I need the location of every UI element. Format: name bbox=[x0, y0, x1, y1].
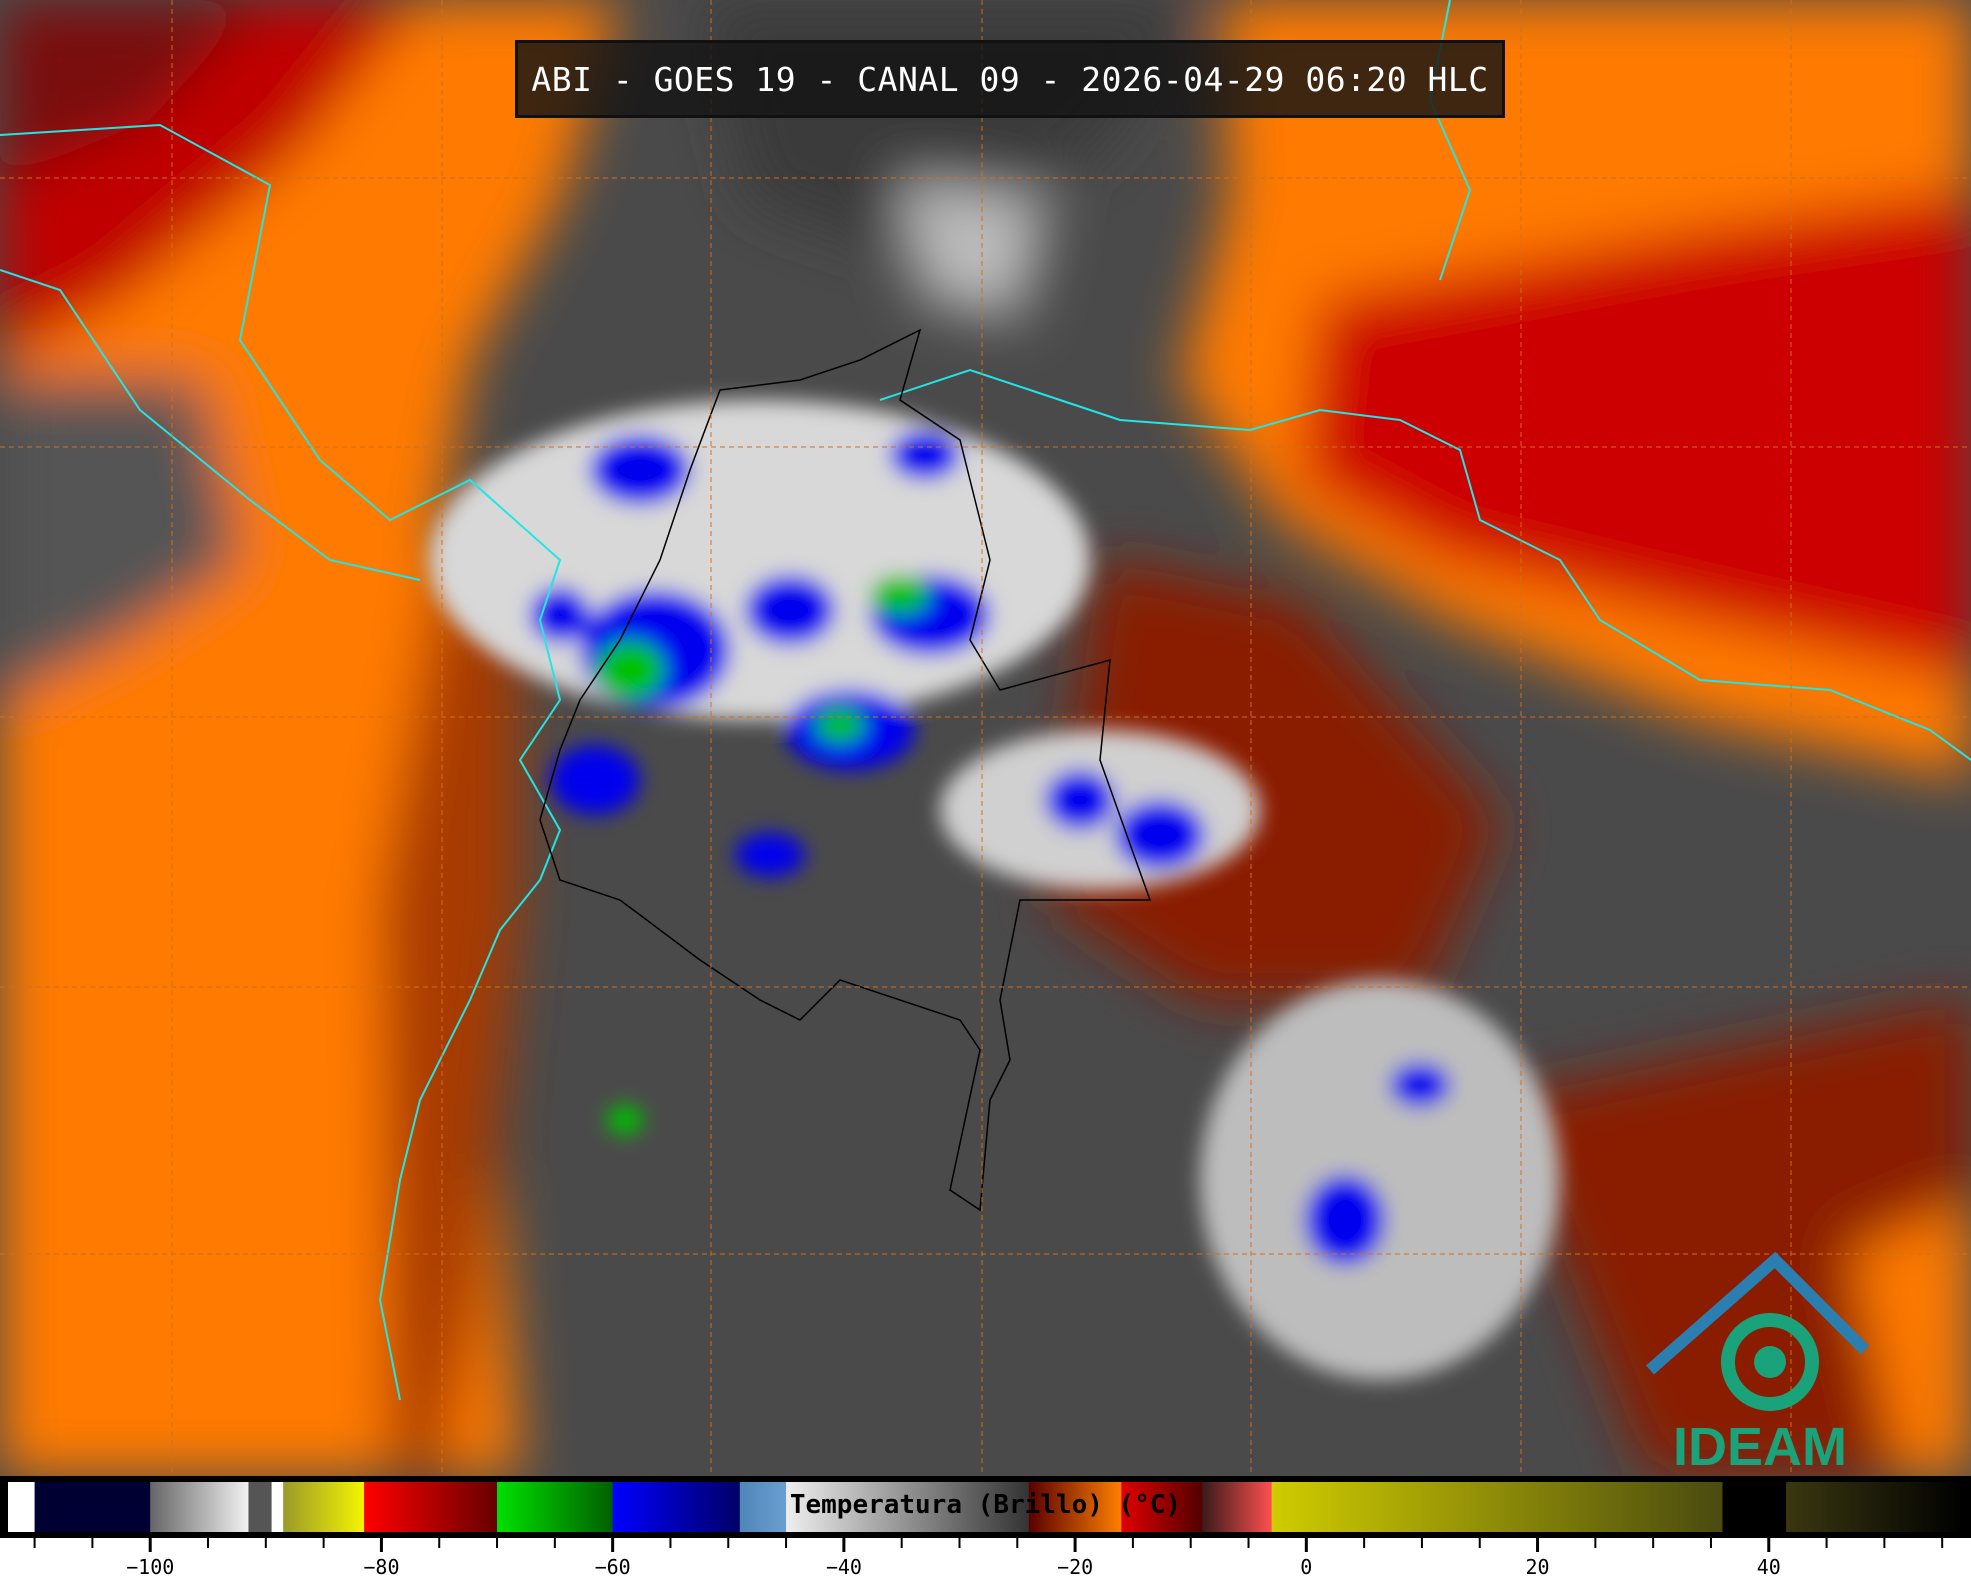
temperature-colorbar bbox=[0, 1476, 1971, 1538]
colorbar-segment bbox=[283, 1482, 365, 1532]
colorbar-segment bbox=[1271, 1482, 1724, 1532]
colorbar-segment bbox=[271, 1482, 284, 1532]
convective-cells bbox=[430, 400, 1560, 1380]
colorbar-segment bbox=[739, 1482, 787, 1532]
lat-lon-grid bbox=[0, 0, 1971, 1476]
tick-label: −60 bbox=[595, 1555, 631, 1577]
colorbar-segment bbox=[364, 1482, 498, 1532]
colorbar-label: Temperatura (Brillo) (°C) bbox=[789, 1490, 1182, 1520]
image-title: ABI - GOES 19 - CANAL 09 - 2026-04-29 06… bbox=[531, 59, 1489, 99]
colorbar-segment bbox=[1028, 1482, 1122, 1532]
colorbar-segment bbox=[1121, 1482, 1203, 1532]
tick-label: −80 bbox=[363, 1555, 399, 1577]
satellite-image: IDEAM bbox=[0, 0, 1971, 1476]
colorbar-axis: −100 −80 −60 −40 −20 0 20 40 bbox=[33, 1538, 1944, 1577]
tick-label: 40 bbox=[1757, 1555, 1781, 1577]
tick-label: −40 bbox=[826, 1555, 862, 1577]
colorbar-segment bbox=[612, 1482, 741, 1532]
title-banner: ABI - GOES 19 - CANAL 09 - 2026-04-29 06… bbox=[515, 40, 1505, 118]
colorbar-segment bbox=[34, 1482, 151, 1532]
tick-label: 20 bbox=[1526, 1555, 1550, 1577]
colorbar-segment bbox=[1786, 1482, 1964, 1532]
colorbar-segment bbox=[1202, 1482, 1273, 1532]
cloud-field bbox=[0, 0, 1971, 1476]
colorbar-segment bbox=[8, 1482, 36, 1532]
colorbar-segment bbox=[786, 1482, 1030, 1532]
colorbar-segment bbox=[150, 1482, 249, 1532]
political-borders bbox=[539, 328, 1152, 1212]
colorbar-segment bbox=[497, 1482, 614, 1532]
tick-label: 0 bbox=[1300, 1555, 1312, 1577]
ideam-logo: IDEAM bbox=[1646, 1251, 1870, 1476]
svg-text:IDEAM: IDEAM bbox=[1673, 1417, 1847, 1476]
colorbar-segment bbox=[1722, 1482, 1787, 1532]
tick-label: −20 bbox=[1057, 1555, 1093, 1577]
tick-label: −100 bbox=[126, 1555, 174, 1577]
colorbar-segment bbox=[248, 1482, 273, 1532]
